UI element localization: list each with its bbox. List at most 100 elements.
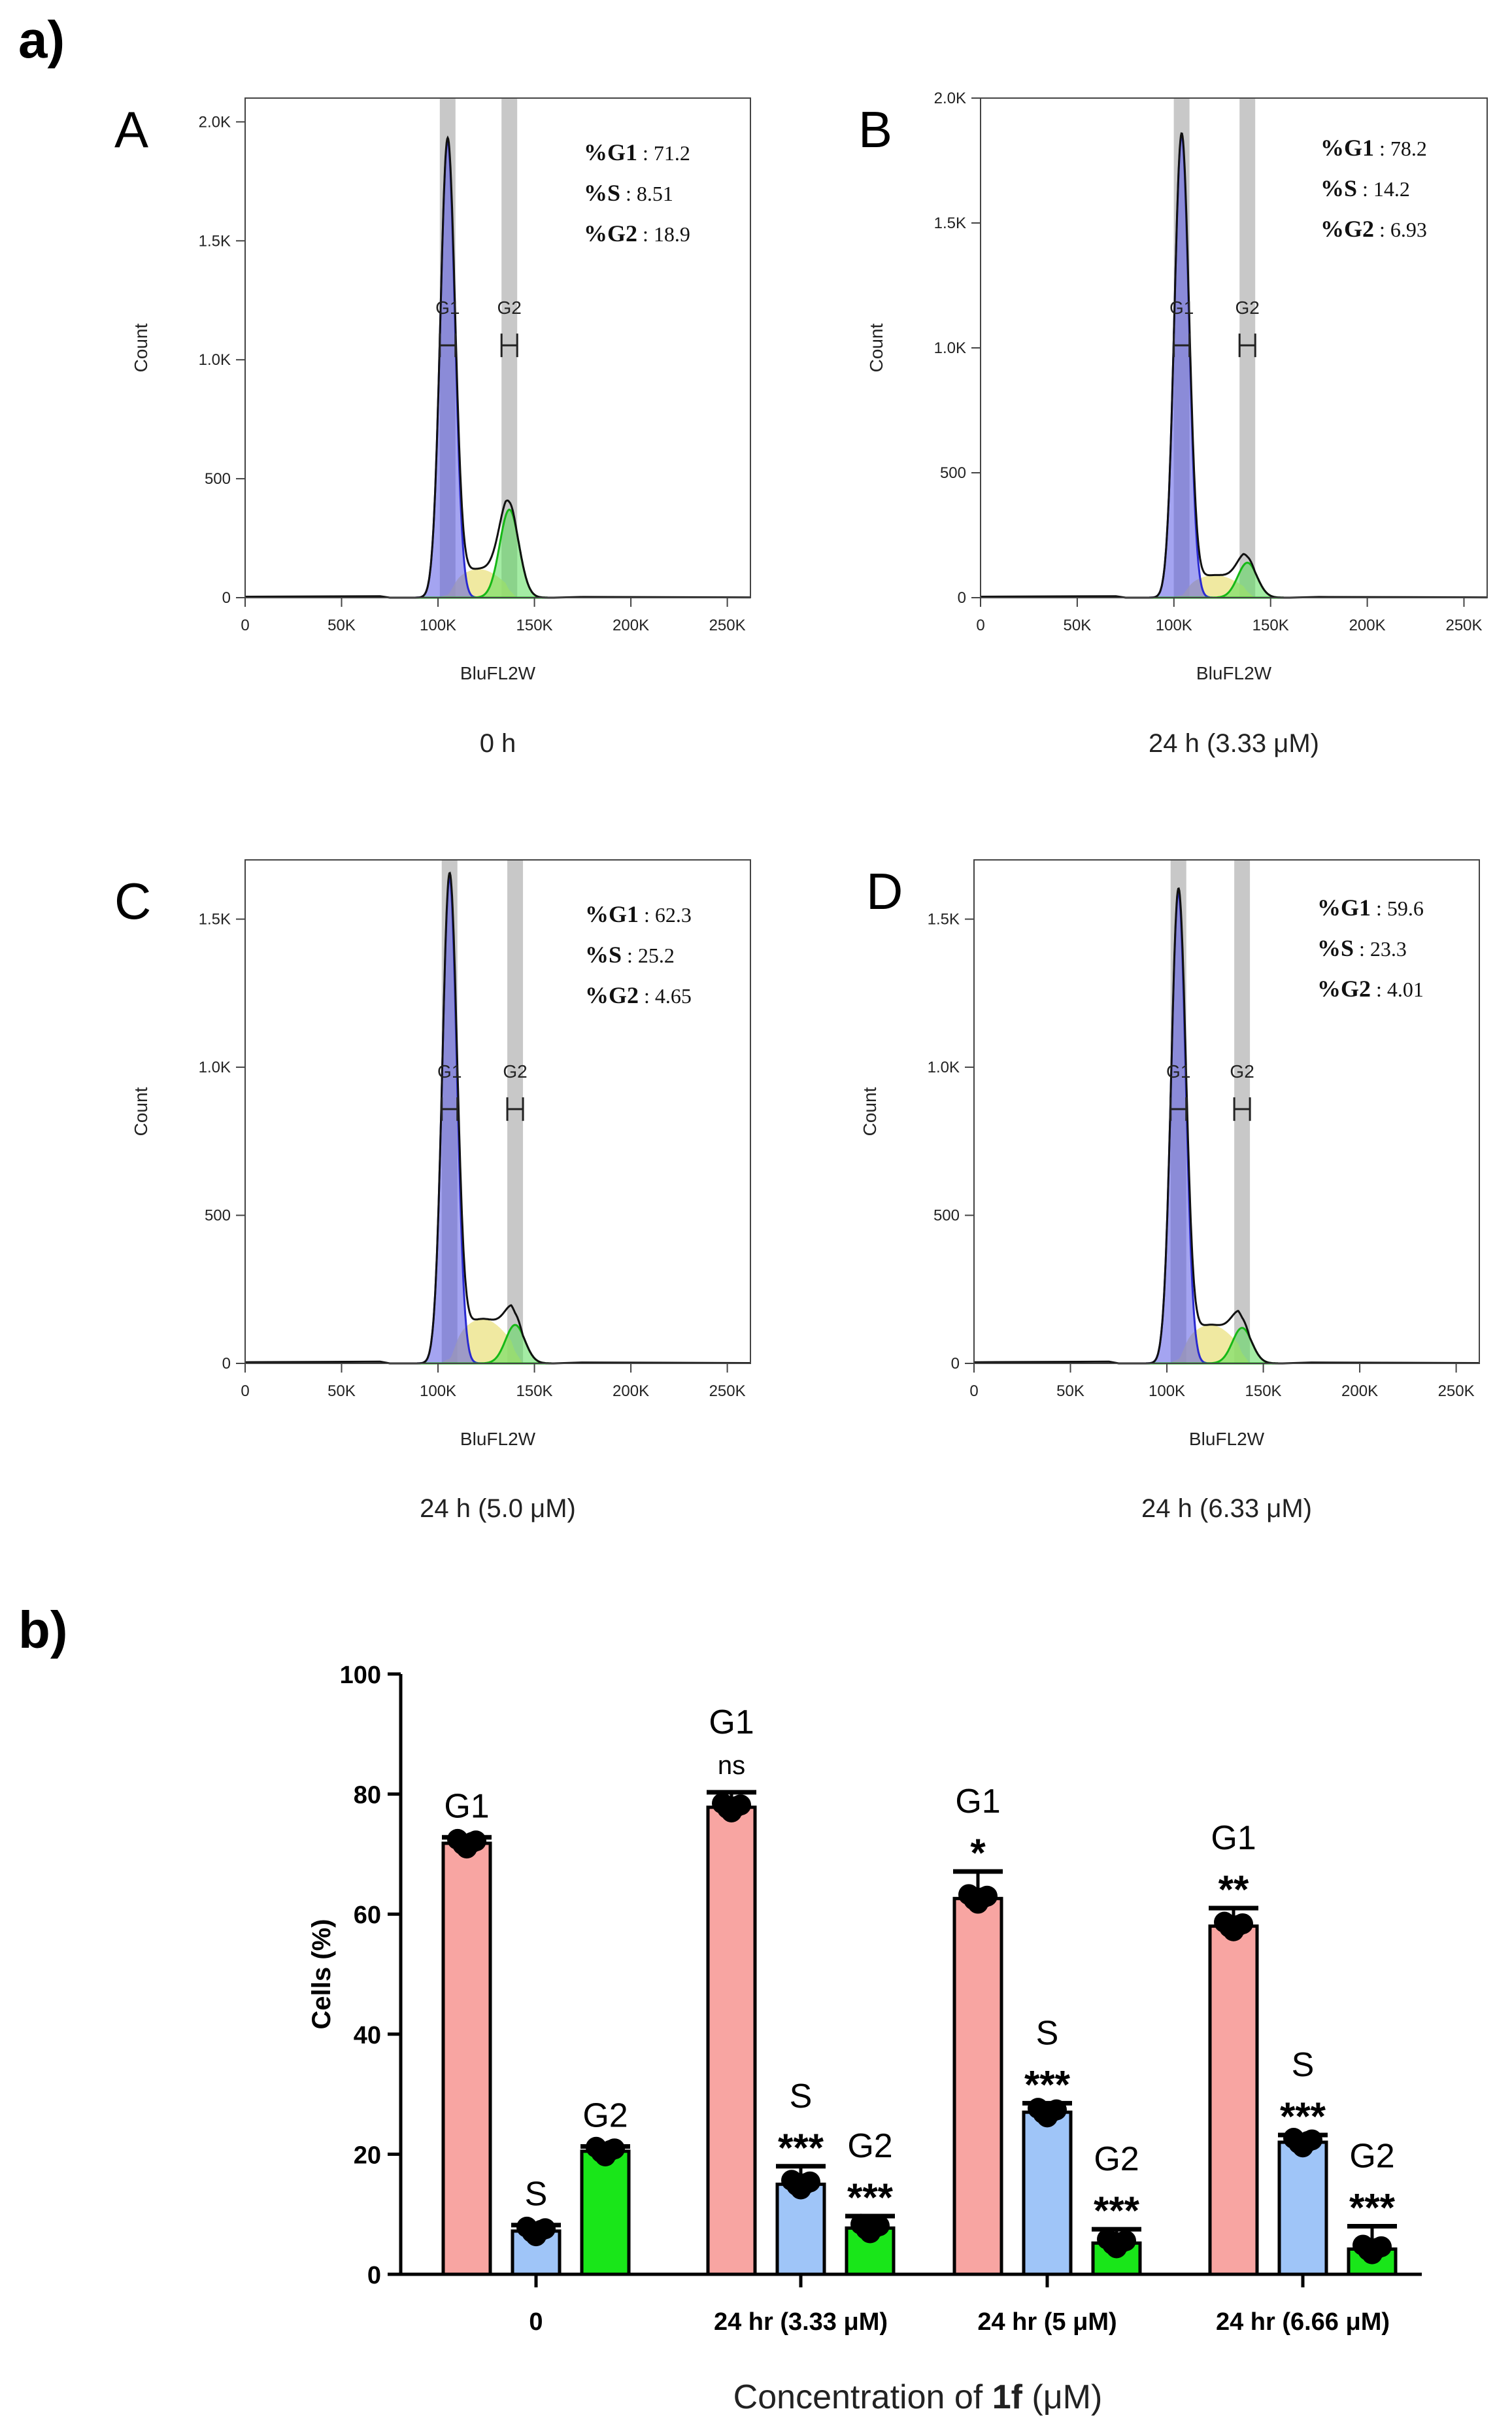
x-tick-label: 150K [516, 617, 553, 634]
y-tick-label: 2.0K [934, 90, 966, 107]
stat-label: %G1 [584, 139, 637, 165]
data-point [1228, 1915, 1249, 1936]
stat-line: %G2: 4.65 [585, 982, 692, 1008]
phase-label: G2 [582, 2096, 628, 2134]
g1-peak-area [1125, 134, 1290, 599]
stat-value: : 18.9 [643, 222, 690, 246]
data-point [462, 1832, 482, 1853]
x-tick-label: 250K [1445, 617, 1482, 634]
y-tick-label: 40 [354, 2022, 381, 2049]
histogram-c: C 0 500 1.0K 1.5K 0 50K 100K 150K 200K 250K BluFL2W… [114, 859, 751, 1523]
stat-value: : 4.01 [1376, 978, 1424, 1001]
x-tick-label: 24 hr (3.33 μM) [714, 2308, 888, 2336]
gate-marker-g2 [1238, 333, 1256, 358]
phase-label: S [1036, 2014, 1059, 2052]
x-tick-label: 0 [969, 1382, 978, 1400]
gate-label-g2: G2 [497, 298, 522, 318]
data-point [973, 1887, 994, 1909]
x-tick-label: 0 [529, 2308, 543, 2336]
gate-marker-g2 [500, 333, 518, 358]
stat-label: %G1 [1320, 135, 1374, 161]
stat-label: %G2 [1317, 976, 1371, 1002]
y-tick-label: 1.5K [199, 232, 231, 250]
s-phase-area [390, 569, 554, 598]
stat-value: : 23.3 [1359, 937, 1407, 961]
y-tick-label: 1.5K [928, 911, 960, 929]
x-tick-label: 100K [1149, 1382, 1185, 1400]
histogram-caption: 24 h (6.33 μM) [1141, 1494, 1312, 1523]
significance-label: ** [1218, 1868, 1249, 1911]
data-point [531, 2219, 552, 2241]
histogram-caption: 24 h (5.0 μM) [420, 1494, 576, 1523]
phase-label: S [525, 2176, 548, 2213]
y-tick-label: 60 [354, 1902, 381, 1929]
data-point [865, 2217, 886, 2238]
y-tick-label: 80 [354, 1782, 381, 1809]
gate-label-g1: G1 [1169, 298, 1194, 318]
stat-line: %S: 14.2 [1320, 175, 1410, 201]
x-axis-label: BluFL2W [460, 1429, 536, 1449]
stat-label: %S [1317, 935, 1354, 961]
phase-label: G1 [444, 1788, 489, 1826]
significance-label: *** [1349, 2186, 1396, 2230]
stat-value: : 6.93 [1379, 218, 1427, 241]
y-tick-label: 500 [940, 464, 966, 482]
x-axis-label: Concentration of 1f (μM) [733, 2378, 1103, 2416]
y-tick-label: 1.0K [199, 351, 231, 369]
stat-line: %S: 8.51 [584, 180, 673, 206]
x-tick-label: 50K [328, 617, 356, 634]
stat-line: %S: 23.3 [1317, 935, 1407, 961]
data-point [726, 1796, 747, 1817]
total-histogram-line [244, 135, 751, 599]
phase-label: G1 [955, 1783, 1000, 1820]
significance-label: *** [1024, 2062, 1071, 2106]
significance-label: *** [1280, 2094, 1326, 2138]
x-tick-label: 24 hr (6.66 μM) [1216, 2308, 1390, 2336]
g1-peak-area [390, 876, 554, 1365]
y-tick-label: 1.0K [928, 1059, 960, 1076]
x-tick-label: 0 [241, 617, 249, 634]
phase-label: G2 [1094, 2140, 1139, 2178]
panel-letter: D [866, 863, 903, 920]
bar-s [1022, 2110, 1073, 2276]
y-axis-label: Count [131, 323, 151, 372]
y-tick-label: 0 [367, 2262, 381, 2289]
y-axis-label: Count [860, 1087, 880, 1136]
y-axis-label: Count [131, 1087, 151, 1136]
gate-marker-g1 [1173, 333, 1191, 358]
x-axis-label-part: Concentration of [733, 2378, 992, 2416]
y-tick-label: 500 [933, 1207, 960, 1225]
y-tick-label: 500 [205, 1207, 231, 1225]
x-tick-label: 150K [516, 1382, 553, 1400]
x-tick-label: 100K [420, 617, 456, 634]
x-axis-label: BluFL2W [460, 663, 536, 683]
y-tick-label: 0 [222, 589, 231, 607]
stat-line: %G1: 62.3 [585, 901, 692, 927]
y-tick-label: 0 [958, 589, 966, 607]
x-tick-label: 0 [976, 617, 984, 634]
stat-label: %G1 [1317, 895, 1371, 921]
x-tick-label: 200K [613, 1382, 649, 1400]
stat-value: : 78.2 [1379, 137, 1427, 160]
y-tick-label: 1.5K [199, 911, 231, 929]
x-tick-label: 0 [241, 1382, 249, 1400]
bar-g1 [952, 1896, 1003, 2276]
plot-frame [244, 97, 751, 598]
y-tick-label: 500 [205, 470, 231, 488]
stat-label: %S [585, 942, 622, 968]
x-tick-label: 200K [1349, 617, 1386, 634]
x-tick-label: 250K [709, 617, 746, 634]
stat-value: : 25.2 [627, 944, 675, 967]
gate-bar-g2 [1234, 860, 1251, 1363]
stat-label: %G2 [584, 220, 637, 247]
panel-letter: B [858, 101, 892, 158]
cell-cycle-bar-chart: 0 20 40 60 80 100 Cells (%) 0 24 hr (3.33 μM) 24 … [307, 1662, 1422, 2416]
stat-label: %S [1320, 175, 1357, 201]
x-tick-label: 250K [709, 1382, 746, 1400]
stat-label: %G2 [1320, 216, 1374, 242]
y-axis-label: Count [866, 323, 886, 372]
stat-line: %G2: 18.9 [584, 220, 690, 247]
stat-line: %S: 25.2 [585, 942, 675, 968]
phase-label: S [790, 2077, 813, 2115]
x-tick-label: 250K [1438, 1382, 1475, 1400]
